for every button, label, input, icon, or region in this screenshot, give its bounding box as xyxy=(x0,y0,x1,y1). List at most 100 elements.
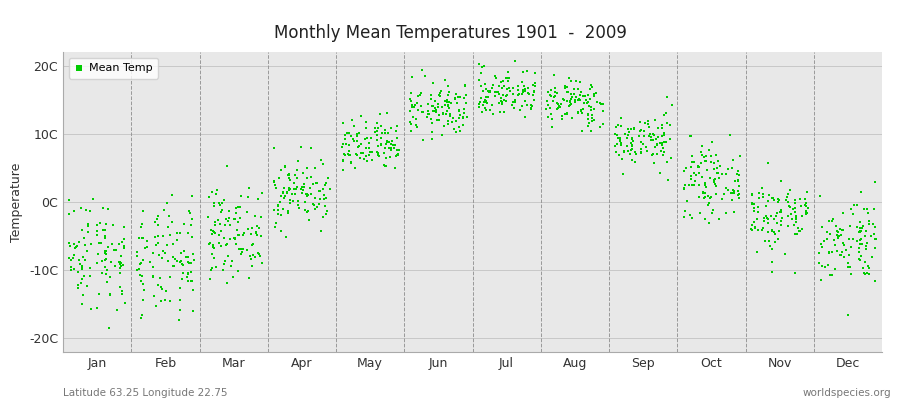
Mean Temp xyxy=(253,214,267,220)
Mean Temp xyxy=(172,317,186,324)
Mean Temp xyxy=(442,98,456,105)
Mean Temp xyxy=(457,95,472,102)
Mean Temp xyxy=(132,266,147,272)
Mean Temp xyxy=(484,102,499,108)
Mean Temp xyxy=(169,258,184,264)
Mean Temp xyxy=(99,221,113,228)
Mean Temp xyxy=(456,122,471,128)
Mean Temp xyxy=(547,85,562,92)
Mean Temp xyxy=(405,74,419,80)
Mean Temp xyxy=(236,232,250,238)
Mean Temp xyxy=(186,256,201,263)
Mean Temp xyxy=(252,225,266,232)
Mean Temp xyxy=(701,219,716,226)
Mean Temp xyxy=(449,129,464,136)
Mean Temp xyxy=(382,145,396,151)
Mean Temp xyxy=(209,191,223,198)
Mean Temp xyxy=(839,247,853,253)
Mean Temp xyxy=(799,207,814,214)
Mean Temp xyxy=(751,227,765,234)
Mean Temp xyxy=(491,100,506,106)
Mean Temp xyxy=(282,171,296,178)
Mean Temp xyxy=(692,169,706,176)
Mean Temp xyxy=(245,242,259,248)
Mean Temp xyxy=(378,127,392,134)
Mean Temp xyxy=(410,100,424,107)
Mean Temp xyxy=(77,234,92,241)
Mean Temp xyxy=(308,206,322,212)
Mean Temp xyxy=(479,86,493,93)
Mean Temp xyxy=(766,194,780,201)
Mean Temp xyxy=(571,96,585,103)
Mean Temp xyxy=(428,108,443,114)
Mean Temp xyxy=(660,109,674,116)
Mean Temp xyxy=(814,240,828,247)
Mean Temp xyxy=(842,260,856,266)
Mean Temp xyxy=(691,164,706,170)
Mean Temp xyxy=(724,190,738,196)
Mean Temp xyxy=(747,205,761,211)
Mean Temp xyxy=(488,73,502,79)
Mean Temp xyxy=(433,93,447,99)
Mean Temp xyxy=(699,158,714,164)
Mean Temp xyxy=(276,184,291,191)
Mean Temp xyxy=(813,193,827,200)
Mean Temp xyxy=(545,97,560,104)
Mean Temp xyxy=(390,123,404,129)
Mean Temp xyxy=(507,91,521,97)
Mean Temp xyxy=(245,225,259,231)
Mean Temp xyxy=(715,196,729,202)
Mean Temp xyxy=(276,194,291,201)
Mean Temp xyxy=(596,100,610,107)
Mean Temp xyxy=(701,192,716,199)
Mean Temp xyxy=(472,101,486,107)
Mean Temp xyxy=(590,99,604,105)
Mean Temp xyxy=(853,229,868,236)
Mean Temp xyxy=(290,184,304,190)
Mean Temp xyxy=(266,178,281,184)
Mean Temp xyxy=(117,224,131,230)
Mean Temp xyxy=(371,143,385,149)
Mean Temp xyxy=(544,93,559,100)
Mean Temp xyxy=(233,214,248,221)
Mean Temp xyxy=(472,61,486,68)
Mean Temp xyxy=(569,78,583,84)
Mean Temp xyxy=(479,86,493,92)
Mean Temp xyxy=(288,172,302,178)
Mean Temp xyxy=(82,208,96,214)
Mean Temp xyxy=(765,194,779,201)
Mean Temp xyxy=(453,107,467,114)
Mean Temp xyxy=(80,283,94,289)
Mean Temp xyxy=(184,278,198,284)
Mean Temp xyxy=(176,270,191,276)
Mean Temp xyxy=(367,129,382,136)
Mean Temp xyxy=(280,190,294,196)
Mean Temp xyxy=(687,182,701,188)
Mean Temp xyxy=(269,220,284,226)
Mean Temp xyxy=(544,111,558,118)
Mean Temp xyxy=(764,213,778,219)
Mean Temp xyxy=(760,216,775,223)
Mean Temp xyxy=(300,209,314,215)
Mean Temp xyxy=(528,80,543,86)
Mean Temp xyxy=(861,270,876,277)
Mean Temp xyxy=(815,244,830,250)
Mean Temp xyxy=(853,227,868,234)
Mean Temp xyxy=(501,75,516,81)
Mean Temp xyxy=(90,231,104,238)
Mean Temp xyxy=(475,88,490,94)
Mean Temp xyxy=(214,228,229,234)
Mean Temp xyxy=(204,264,219,271)
Mean Temp xyxy=(362,140,376,146)
Mean Temp xyxy=(621,126,635,132)
Mean Temp xyxy=(792,228,806,234)
Mean Temp xyxy=(420,110,435,117)
Mean Temp xyxy=(564,96,579,102)
Mean Temp xyxy=(796,212,810,219)
Mean Temp xyxy=(370,128,384,134)
Mean Temp xyxy=(74,205,88,212)
Mean Temp xyxy=(508,98,522,105)
Mean Temp xyxy=(770,220,785,226)
Mean Temp xyxy=(378,162,392,169)
Mean Temp xyxy=(447,95,462,101)
